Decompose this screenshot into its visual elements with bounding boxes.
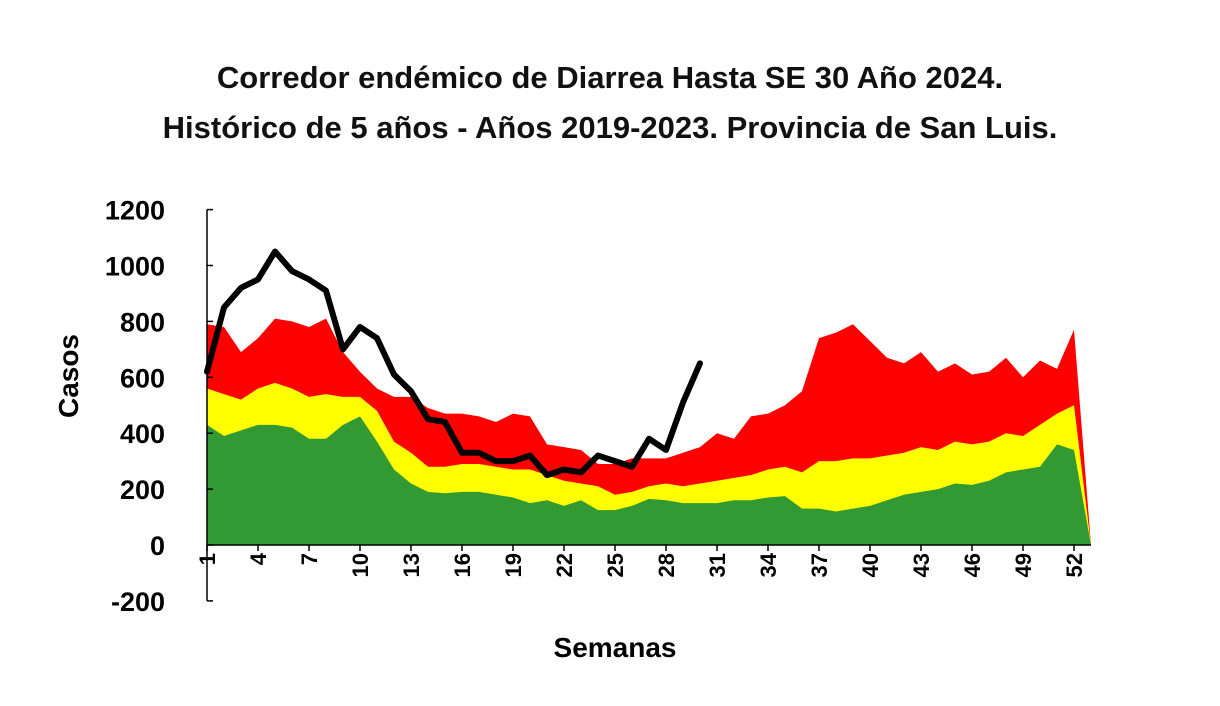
line-series-4 [204,248,703,479]
x-tick-label: 49 [1011,553,1036,577]
y-tick-label: 1000 [105,252,165,282]
x-tick-label: 34 [756,552,781,577]
x-axis-label: Semanas [554,632,677,663]
x-tick-label: 4 [246,552,271,565]
chart-lines [204,248,703,479]
x-tick-label: 16 [450,553,475,577]
y-tick-label: 400 [120,419,165,449]
area-series-3 [207,416,1091,545]
x-tick-label: 25 [603,553,628,577]
x-tick-label: 46 [960,553,985,577]
x-tick-label: 37 [807,553,832,577]
x-tick-label: 31 [705,553,730,577]
x-tick-label: 28 [654,553,679,577]
y-tick-label: 800 [120,307,165,337]
x-tick-label: 13 [399,553,424,577]
y-tick-label: 1200 [105,196,165,226]
x-tick-label: 22 [552,553,577,577]
y-tick-label: 0 [150,531,165,561]
chart-ticks: -200 0 200 400 600 800 1000 1200 1 4 7 10 13 16 19 22 25… [105,196,1087,617]
x-tick-label: 19 [501,553,526,577]
y-axis-label: Casos [53,334,84,418]
chart-areas [207,318,1091,545]
x-tick-label: 1 [195,553,220,565]
x-tick-label: 10 [348,553,373,577]
chart-axes [206,208,1091,602]
y-tick-label: 200 [120,475,165,505]
chart-subtitle: Histórico de 5 años - Años 2019-2023. Pr… [162,110,1058,145]
y-tick-label: -200 [111,587,165,617]
chart-title: Corredor endémico de Diarrea Hasta SE 30… [216,60,1004,95]
y-tick-label: 600 [120,363,165,393]
x-tick-label: 40 [858,553,883,577]
x-tick-label: 43 [909,553,934,577]
x-tick-label: 7 [297,553,322,565]
x-tick-label: 52 [1062,553,1087,577]
